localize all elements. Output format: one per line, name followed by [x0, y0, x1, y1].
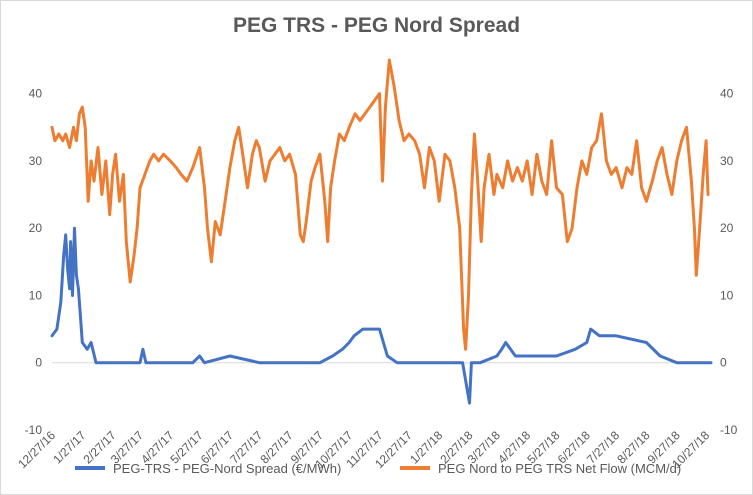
left-axis-ticks: -10 0 10 20 30 40 — [25, 87, 43, 437]
netflow-series-line — [50, 58, 710, 351]
left-tick-label: 10 — [29, 288, 43, 302]
legend-swatch-spread — [75, 466, 105, 470]
right-tick-label: 40 — [720, 87, 734, 101]
left-tick-label: 40 — [29, 87, 43, 101]
right-tick-label: 20 — [720, 221, 734, 235]
right-axis-ticks: -10 0 10 20 30 40 — [720, 87, 738, 437]
right-tick-label: -10 — [720, 423, 738, 437]
left-tick-label: 30 — [29, 154, 43, 168]
right-tick-label: 30 — [720, 154, 734, 168]
left-tick-label: -10 — [25, 423, 43, 437]
right-tick-label: 10 — [720, 288, 734, 302]
left-tick-label: 20 — [29, 221, 43, 235]
left-tick-label: 0 — [35, 356, 42, 370]
legend-swatch-netflow — [400, 466, 430, 470]
legend-item-spread: PEG-TRS - PEG-Nord Spread (€/MWh) — [75, 458, 341, 478]
chart-title: PEG TRS - PEG Nord Spread — [232, 14, 521, 37]
legend-label-spread: PEG-TRS - PEG-Nord Spread (€/MWh) — [113, 460, 342, 476]
legend-item-netflow: PEG Nord to PEG TRS Net Flow (MCM/d) — [400, 458, 681, 478]
spread-series-line — [50, 226, 713, 405]
series-layer — [50, 58, 713, 405]
right-tick-label: 0 — [720, 356, 727, 370]
legend-label-netflow: PEG Nord to PEG TRS Net Flow (MCM/d) — [438, 460, 682, 476]
